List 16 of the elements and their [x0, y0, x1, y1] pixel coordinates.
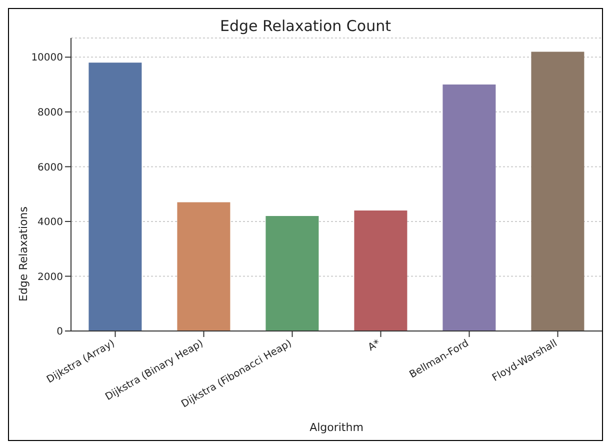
y-tick-label: 6000 — [38, 162, 63, 174]
y-tick-label: 2000 — [38, 272, 63, 283]
bar — [88, 62, 142, 331]
x-axis-title: Algorithm — [308, 421, 364, 434]
bar — [442, 84, 496, 331]
y-tick-label: 4000 — [38, 217, 63, 228]
y-tick-label: 0 — [56, 326, 63, 338]
x-tick-label: A* — [366, 338, 382, 354]
y-axis-title: Edge Relaxations — [17, 206, 30, 304]
bar — [354, 210, 408, 331]
y-tick-label: 8000 — [38, 107, 63, 118]
bar — [531, 52, 584, 331]
bar — [177, 202, 230, 331]
bar — [266, 216, 319, 331]
y-tick-label: 10000 — [31, 52, 63, 64]
chart-title: Edge Relaxation Count — [219, 17, 392, 35]
